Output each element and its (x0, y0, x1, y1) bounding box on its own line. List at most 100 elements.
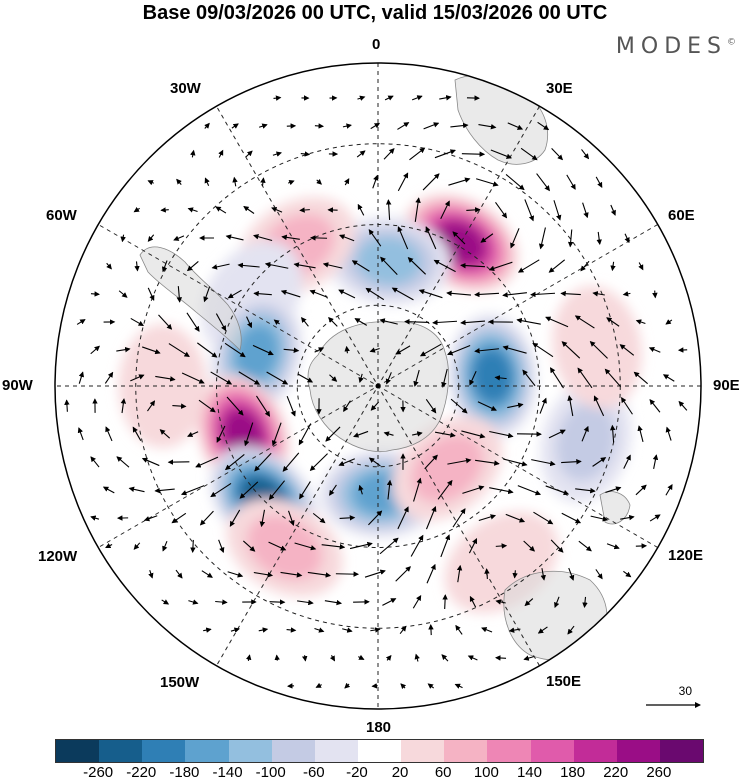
lon-label-90e: 90E (713, 377, 740, 394)
wind-vector (580, 260, 590, 272)
wind-vector (523, 540, 536, 552)
wind-vector (412, 431, 423, 437)
colorbar-tick-label: 20 (391, 764, 409, 781)
wind-vector (232, 176, 238, 187)
colorbar-tick-label: -100 (255, 764, 286, 781)
colorbar (55, 739, 704, 763)
anomaly-contour (356, 236, 422, 285)
wind-vector (384, 95, 394, 101)
wind-vector (230, 627, 240, 633)
wind-vector (481, 627, 493, 633)
wind-vector (397, 172, 409, 192)
wind-vector (604, 368, 622, 388)
wind-vector (181, 372, 205, 384)
colorbar-swatch (659, 740, 704, 762)
wind-vector (495, 655, 507, 661)
wind-vector (298, 423, 312, 446)
wind-vector (141, 457, 160, 467)
wind-vector (147, 287, 155, 301)
wind-vector (605, 486, 622, 493)
wind-vector (516, 317, 541, 325)
wind-vector (488, 261, 513, 271)
wind-vector (287, 510, 295, 527)
wind-vector (253, 234, 273, 242)
wind-vector (338, 289, 356, 299)
wind-vector (225, 234, 244, 241)
wind-vector (490, 149, 513, 159)
wind-vector (301, 655, 308, 662)
wind-vector (385, 372, 392, 385)
wind-vector (480, 233, 494, 243)
wind-vector (550, 539, 564, 553)
wind-vector (370, 401, 380, 411)
colorbar-swatch (56, 740, 100, 762)
wind-vector (349, 541, 373, 550)
wind-vector (466, 207, 481, 213)
wind-vector (426, 563, 436, 584)
wind-vector (574, 315, 595, 329)
wind-vector (253, 290, 272, 297)
reference-vector-label: 30 (678, 684, 692, 698)
wind-vector (226, 396, 244, 416)
wind-vector (424, 454, 438, 470)
wind-vector (324, 599, 343, 606)
wind-vector (382, 598, 397, 606)
wind-vector (239, 481, 259, 499)
colorbar-swatch (314, 740, 358, 762)
wind-vector (468, 537, 478, 554)
wind-vector (76, 319, 86, 325)
wind-vector (508, 627, 521, 633)
wind-vector (252, 344, 274, 356)
brand-text: MODES (615, 34, 727, 59)
colorbar-swatch (357, 740, 402, 762)
wind-vector (395, 345, 411, 355)
wind-vector (372, 174, 379, 189)
wind-vector (434, 431, 456, 438)
wind-vector (476, 178, 499, 187)
wind-vector (581, 425, 589, 442)
wind-vector (510, 228, 520, 249)
wind-vector (187, 431, 199, 437)
wind-vector (619, 344, 635, 356)
wind-vector (90, 345, 101, 355)
wind-vector (425, 226, 437, 250)
wind-vector (273, 319, 280, 326)
wind-vector (116, 456, 130, 468)
wind-vector (423, 122, 440, 130)
wind-vector (593, 395, 605, 417)
wind-vector (64, 399, 70, 412)
wind-vector (370, 122, 381, 130)
wind-vector (484, 568, 490, 579)
wind-vector (456, 564, 463, 583)
wind-vector (407, 257, 427, 275)
wind-vector (637, 425, 644, 442)
wind-vector (368, 510, 383, 526)
wind-vector (173, 235, 185, 241)
wind-vector (199, 510, 214, 526)
wind-vector (272, 151, 282, 157)
wind-vector (507, 122, 524, 130)
colorbar-swatch (271, 740, 315, 762)
wind-vector (539, 397, 547, 414)
wind-vector (356, 150, 366, 158)
wind-vector (512, 570, 518, 579)
wind-vector (227, 289, 242, 299)
australia-landmass (503, 570, 608, 661)
wind-vector (258, 123, 268, 129)
wind-vector (342, 123, 352, 129)
wind-vector (447, 345, 471, 356)
wind-vector (448, 177, 471, 186)
wind-vector (391, 287, 414, 301)
wind-vector (253, 571, 274, 578)
wind-vector (432, 319, 458, 326)
wind-vector (271, 422, 282, 447)
wind-vector (307, 571, 332, 578)
wind-vector (502, 345, 527, 354)
new-zealand-landmass (599, 491, 631, 525)
wind-vector (536, 173, 550, 192)
wind-vector (478, 123, 497, 130)
wind-vector (218, 539, 225, 554)
wind-vector (245, 150, 253, 158)
south-pole-marker (375, 383, 381, 389)
wind-vector (474, 348, 499, 354)
